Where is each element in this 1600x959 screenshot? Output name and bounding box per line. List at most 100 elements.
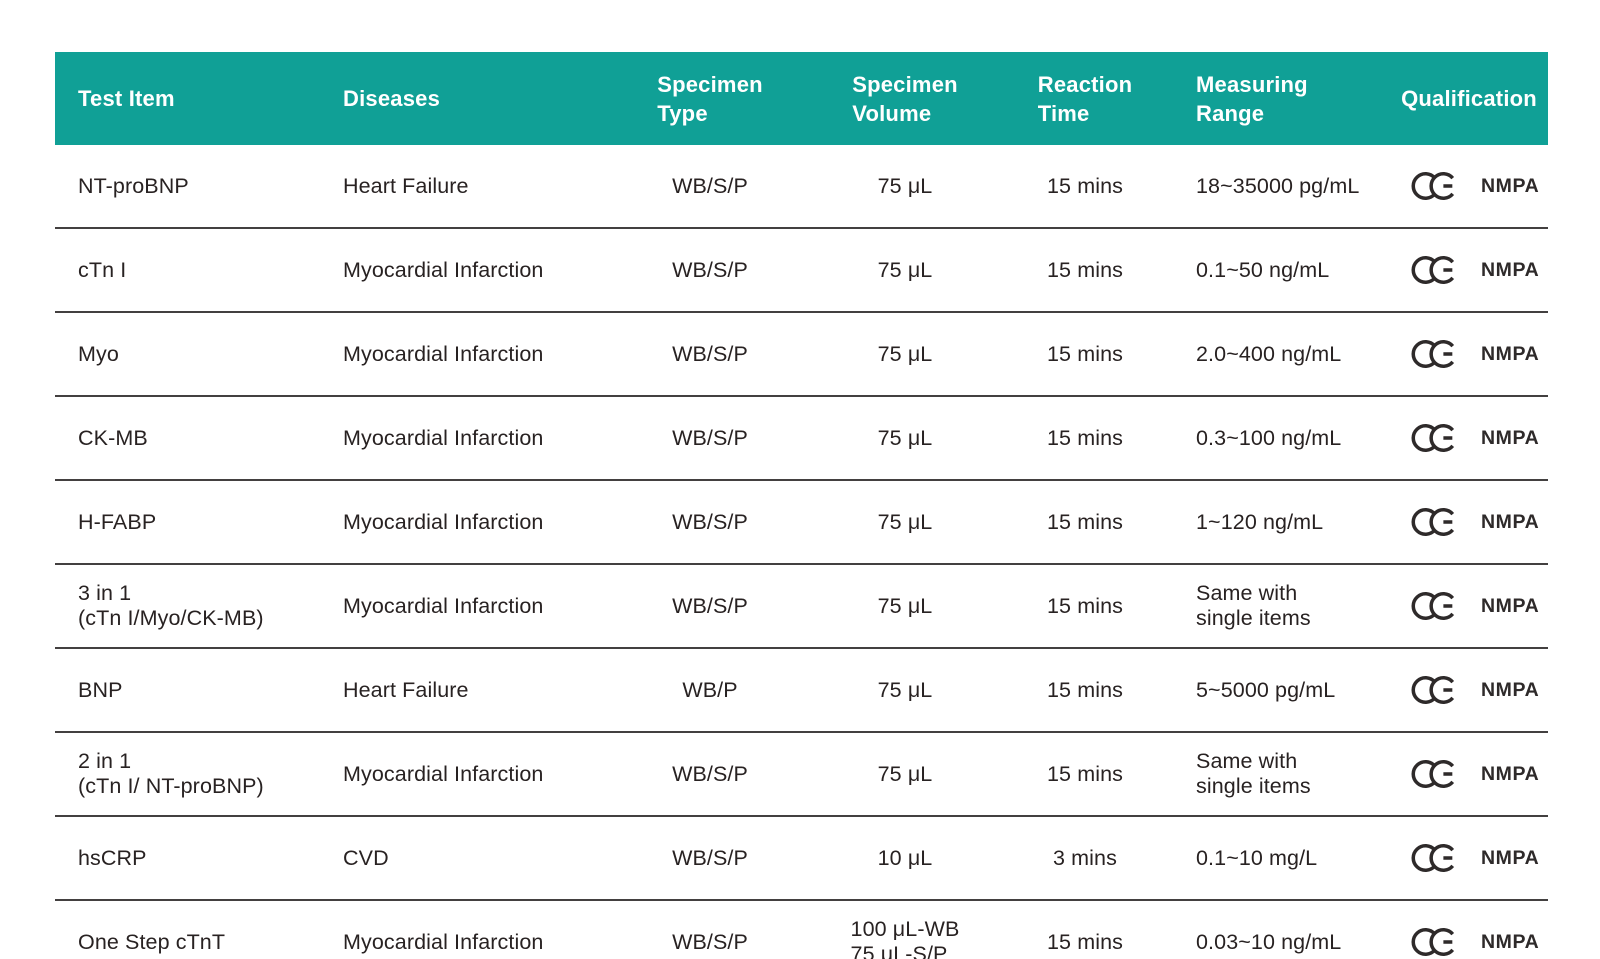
measuring-range-cell: 0.3~100 ng/mL <box>1180 395 1390 480</box>
specimen-volume-cell: 75 μL <box>820 647 990 732</box>
test-item-cell: hsCRP <box>55 815 335 900</box>
qualification-marks: NMPA <box>1390 590 1548 622</box>
test-item-cell: CK-MB <box>55 395 335 480</box>
specimen-volume-cell: 100 μL-WB 75 μL-S/P <box>820 899 990 959</box>
test-item-cell: 2 in 1 (cTn I/ NT-proBNP) <box>55 731 335 816</box>
measuring-range-value: Same with single items <box>1196 581 1311 630</box>
test-item-cell: H-FABP <box>55 479 335 564</box>
qualification-cell: NMPA <box>1390 647 1548 732</box>
qualification-marks: NMPA <box>1390 338 1548 370</box>
measuring-range-cell: 0.1~10 mg/L <box>1180 815 1390 900</box>
column-header-test-item: Test Item <box>55 52 335 145</box>
nmpa-label: NMPA <box>1481 426 1540 449</box>
qualification-marks: NMPA <box>1390 926 1548 958</box>
qualification-cell: NMPA <box>1390 815 1548 900</box>
measuring-range-cell: 18~35000 pg/mL <box>1180 145 1390 228</box>
specimen-volume-value: 75 μL <box>877 257 933 282</box>
specimen-type-cell: WB/S/P <box>600 479 820 564</box>
diseases-value: Myocardial Infarction <box>343 929 544 954</box>
specimen-volume-cell: 75 μL <box>820 563 990 648</box>
qualification-cell: NMPA <box>1390 145 1548 228</box>
measuring-range-cell: 0.1~50 ng/mL <box>1180 227 1390 312</box>
measuring-range-value: Same with single items <box>1196 749 1311 798</box>
reaction-time-cell: 15 mins <box>990 311 1180 396</box>
specimen-volume-value: 75 μL <box>877 425 933 450</box>
diseases-value: Myocardial Infarction <box>343 761 544 786</box>
reaction-time-value: 15 mins <box>1047 929 1123 954</box>
diseases-value: Myocardial Infarction <box>343 593 544 618</box>
column-header-label: Measuring Range <box>1196 71 1308 126</box>
measuring-range-value: 0.03~10 ng/mL <box>1196 929 1342 954</box>
diseases-value: Myocardial Infarction <box>343 425 544 450</box>
reaction-time-cell: 15 mins <box>990 395 1180 480</box>
specimen-volume-value: 75 μL <box>877 341 933 366</box>
test-item-value: cTn I <box>78 257 127 282</box>
test-item-cell: BNP <box>55 647 335 732</box>
specimen-type-cell: WB/S/P <box>600 563 820 648</box>
specimen-type-cell: WB/S/P <box>600 145 820 228</box>
specimen-type-value: WB/S/P <box>672 593 748 618</box>
qualification-cell: NMPA <box>1390 311 1548 396</box>
specimen-type-value: WB/S/P <box>672 929 748 954</box>
reaction-time-cell: 15 mins <box>990 563 1180 648</box>
test-item-value: CK-MB <box>78 425 148 450</box>
nmpa-label: NMPA <box>1481 762 1540 785</box>
nmpa-label: NMPA <box>1481 678 1540 701</box>
specimen-volume-value: 75 μL <box>877 509 933 534</box>
qualification-marks: NMPA <box>1390 422 1548 454</box>
specimen-volume-value: 100 μL-WB 75 μL-S/P <box>850 917 960 959</box>
table-row: cTn I Myocardial Infarction WB/S/P 75 μL… <box>55 227 1548 312</box>
specimen-type-cell: WB/P <box>600 647 820 732</box>
test-item-value: 3 in 1 (cTn I/Myo/CK-MB) <box>78 581 264 630</box>
specimen-type-value: WB/S/P <box>672 509 748 534</box>
reaction-time-cell: 15 mins <box>990 899 1180 959</box>
specimen-volume-cell: 75 μL <box>820 311 990 396</box>
diseases-value: Heart Failure <box>343 173 469 198</box>
test-item-value: 2 in 1 (cTn I/ NT-proBNP) <box>78 749 264 798</box>
test-item-cell: Myo <box>55 311 335 396</box>
specimen-type-value: WB/S/P <box>672 341 748 366</box>
table-row: BNP Heart Failure WB/P 75 μL 15 mins 5~5… <box>55 647 1548 732</box>
column-header-specimen-type: Specimen Type <box>600 52 820 145</box>
reaction-time-cell: 15 mins <box>990 731 1180 816</box>
specimen-volume-cell: 75 μL <box>820 227 990 312</box>
specimen-volume-value: 10 μL <box>877 845 933 870</box>
qualification-cell: NMPA <box>1390 227 1548 312</box>
table-row: Myo Myocardial Infarction WB/S/P 75 μL 1… <box>55 311 1548 396</box>
ce-mark-icon <box>1410 674 1457 706</box>
test-item-value: NT-proBNP <box>78 173 189 198</box>
test-item-value: Myo <box>78 341 119 366</box>
table-row: hsCRP CVD WB/S/P 10 μL 3 mins 0.1~10 mg/… <box>55 815 1548 900</box>
reaction-time-cell: 3 mins <box>990 815 1180 900</box>
test-item-value: BNP <box>78 677 123 702</box>
column-header-measuring-range: Measuring Range <box>1180 52 1390 145</box>
reaction-time-cell: 15 mins <box>990 647 1180 732</box>
ce-mark-icon <box>1410 506 1457 538</box>
specimen-volume-value: 75 μL <box>877 677 933 702</box>
column-header-label: Diseases <box>343 86 441 111</box>
reaction-time-value: 15 mins <box>1047 425 1123 450</box>
diseases-value: CVD <box>343 845 389 870</box>
ce-mark-icon <box>1410 758 1457 790</box>
column-header-label: Reaction Time <box>1037 71 1133 126</box>
diseases-cell: Myocardial Infarction <box>335 731 600 816</box>
diseases-cell: CVD <box>335 815 600 900</box>
column-header-label: Specimen Type <box>657 71 763 126</box>
specimen-volume-cell: 75 μL <box>820 731 990 816</box>
table-row: 2 in 1 (cTn I/ NT-proBNP) Myocardial Inf… <box>55 731 1548 816</box>
specimen-volume-value: 75 μL <box>877 593 933 618</box>
measuring-range-value: 1~120 ng/mL <box>1196 509 1324 534</box>
specimen-type-cell: WB/S/P <box>600 815 820 900</box>
specimen-volume-cell: 75 μL <box>820 145 990 228</box>
test-item-cell: cTn I <box>55 227 335 312</box>
qualification-marks: NMPA <box>1390 170 1548 202</box>
specimen-volume-cell: 75 μL <box>820 395 990 480</box>
diseases-value: Myocardial Infarction <box>343 341 544 366</box>
specimen-volume-value: 75 μL <box>877 173 933 198</box>
reaction-time-value: 15 mins <box>1047 761 1123 786</box>
ce-mark-icon <box>1410 170 1457 202</box>
specimen-volume-cell: 10 μL <box>820 815 990 900</box>
reaction-time-value: 3 mins <box>1053 845 1117 870</box>
test-item-cell: 3 in 1 (cTn I/Myo/CK-MB) <box>55 563 335 648</box>
